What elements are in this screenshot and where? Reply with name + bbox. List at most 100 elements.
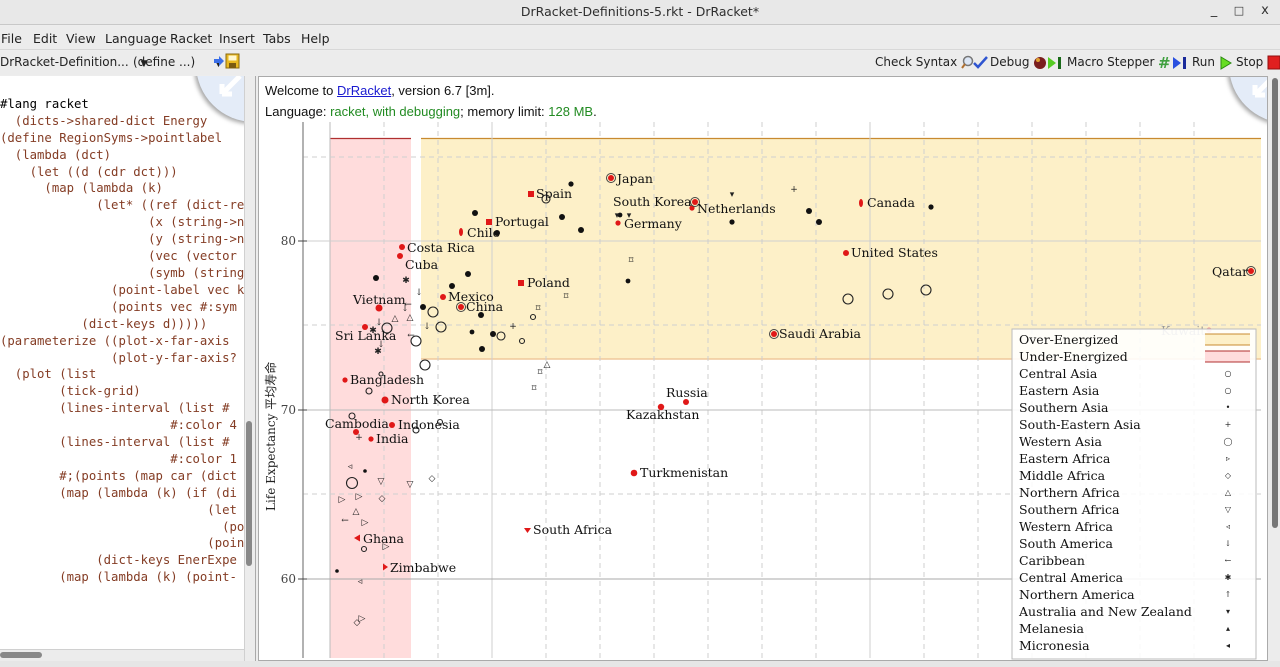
svg-text:United States: United States [851,245,938,260]
menu-edit[interactable]: Edit [33,31,58,46]
svg-text:←: ← [1225,556,1232,565]
language-value: racket, with debugging [330,104,461,119]
drracket-link[interactable]: DrRacket [337,83,392,98]
code-line: (parameterize ((plot-x-far-axis [0,333,230,348]
svg-text:↑: ↑ [1225,590,1232,599]
code-line: #lang racket [0,96,89,111]
code-line: (plot-y-far-axis? [0,350,237,365]
svg-text:Mexico: Mexico [448,289,494,304]
code-line: (symb (string- [0,265,252,280]
svg-text:✱: ✱ [1225,573,1232,582]
minimize-button[interactable]: _ [1210,3,1218,18]
editor-vertical-scrollbar[interactable] [244,76,255,661]
svg-text:Cuba: Cuba [405,257,439,272]
svg-text:◇: ◇ [1225,471,1232,480]
collapse-corner-button[interactable] [1229,77,1267,123]
svg-text:↓: ↓ [1225,539,1232,548]
language-line: Language: racket, with debugging; memory… [265,104,597,119]
close-button[interactable]: x [1261,3,1269,18]
svg-text:◇: ◇ [379,494,386,504]
definitions-editor[interactable]: #lang racket (dicts->shared-dict Energy (… [0,76,256,661]
code-line: (let ((d (cdr dct))) [0,164,178,179]
svg-text:◯: ◯ [1224,437,1233,446]
interactions-scroll-thumb[interactable] [1272,78,1278,528]
svg-text:Saudi Arabia: Saudi Arabia [779,326,861,341]
title-bar: DrRacket-Definitions-5.rkt - DrRacket* _… [0,0,1280,25]
stop-button[interactable]: Stop [1236,55,1280,70]
svg-text:✱: ✱ [369,326,377,336]
svg-text:◃: ◃ [348,462,353,472]
run-button[interactable]: Run [1192,55,1233,70]
svg-text:India: India [376,431,409,446]
code-line: (let ( [0,502,252,517]
chevron-down-icon: ▼ [140,59,148,69]
svg-text:+: + [509,322,517,332]
code-text[interactable]: #lang racket (dicts->shared-dict Energy (… [0,79,252,620]
code-line: (x (string->nu [0,215,252,230]
svg-text:⌑: ⌑ [564,292,569,302]
code-line: (let* ((ref (dict-re [0,198,245,213]
scatter-plot: 80 70 60 Life Expectancy 平均寿命 + + [263,122,1261,660]
memory-value: 128 MB [548,104,594,119]
save-button[interactable] [213,53,241,69]
memory-prefix: ; memory limit: [460,104,549,119]
svg-text:←: ← [407,331,415,341]
svg-text:▽: ▽ [378,477,385,487]
svg-text:Under-Energized: Under-Energized [1019,349,1128,364]
svg-text:80: 80 [281,234,296,248]
save-icon [214,53,240,69]
menu-help[interactable]: Help [301,31,330,46]
svg-text:Sri Lanka: Sri Lanka [335,328,397,343]
menu-insert[interactable]: Insert [219,31,255,46]
svg-text:△: △ [544,360,551,370]
svg-text:Kazakhstan: Kazakhstan [626,407,699,422]
svg-text:✱: ✱ [374,347,382,357]
interactions-pane[interactable]: Welcome to DrRacket, version 6.7 [3m]. L… [258,76,1268,661]
check-syntax-button[interactable]: Check Syntax [875,55,989,70]
svg-text:Southern Asia: Southern Asia [1019,400,1109,415]
svg-text:▷: ▷ [359,614,366,624]
svg-text:Northern America: Northern America [1019,587,1135,602]
welcome-message: Welcome to DrRacket, version 6.7 [3m]. [265,83,495,98]
menu-language[interactable]: Language [105,31,167,46]
svg-text:Vietnam: Vietnam [352,292,406,307]
define-dropdown[interactable]: (define ...) ▼ [133,55,222,69]
editor-horizontal-scrollbar[interactable] [0,649,244,661]
menu-bar: File Edit View Language Racket Insert Ta… [0,26,1280,50]
menu-tabs[interactable]: Tabs [263,31,291,46]
menu-racket[interactable]: Racket [170,31,213,46]
svg-text:Spain: Spain [536,186,572,201]
code-line: (point-label vec k [0,282,245,297]
svg-text:⌑: ⌑ [536,304,541,314]
file-dropdown[interactable]: DrRacket-Definition... ▼ [0,55,147,69]
svg-text:←: ← [404,300,412,310]
code-line: (tick-grid) [0,384,141,399]
debug-button[interactable]: Debug [990,55,1067,70]
svg-text:Qatar: Qatar [1212,264,1248,279]
svg-text:↓: ↓ [415,288,423,298]
svg-text:Costa Rica: Costa Rica [407,240,475,255]
svg-text:+: + [790,185,798,195]
svg-text:Russia: Russia [666,385,708,400]
editor-vertical-scroll-thumb[interactable] [246,421,252,566]
menu-view[interactable]: View [66,31,96,46]
menu-file[interactable]: File [1,31,22,46]
language-prefix: Language: [265,104,331,119]
code-line: (map (lambda (k) (if (di [0,485,237,500]
svg-text:Eastern Asia: Eastern Asia [1019,383,1100,398]
svg-text:◃: ◃ [1226,522,1230,531]
svg-text:Ghana: Ghana [363,531,405,546]
svg-text:⌑: ⌑ [538,368,543,378]
editor-horizontal-scroll-thumb[interactable] [0,652,42,658]
svg-text:+: + [1225,420,1232,429]
svg-text:Over-Energized: Over-Energized [1019,332,1118,347]
svg-text:Western Africa: Western Africa [1019,519,1113,534]
macro-stepper-button[interactable]: Macro Stepper # [1067,55,1192,70]
svg-text:○: ○ [1225,386,1232,395]
svg-text:Australia and New Zealand: Australia and New Zealand [1018,604,1192,619]
svg-text:Germany: Germany [624,216,683,231]
svg-text:Micronesia: Micronesia [1019,638,1090,653]
code-line: (poi [0,519,252,534]
macro-stepper-icon: # [1158,55,1187,70]
maximize-button[interactable]: □ [1233,4,1245,17]
